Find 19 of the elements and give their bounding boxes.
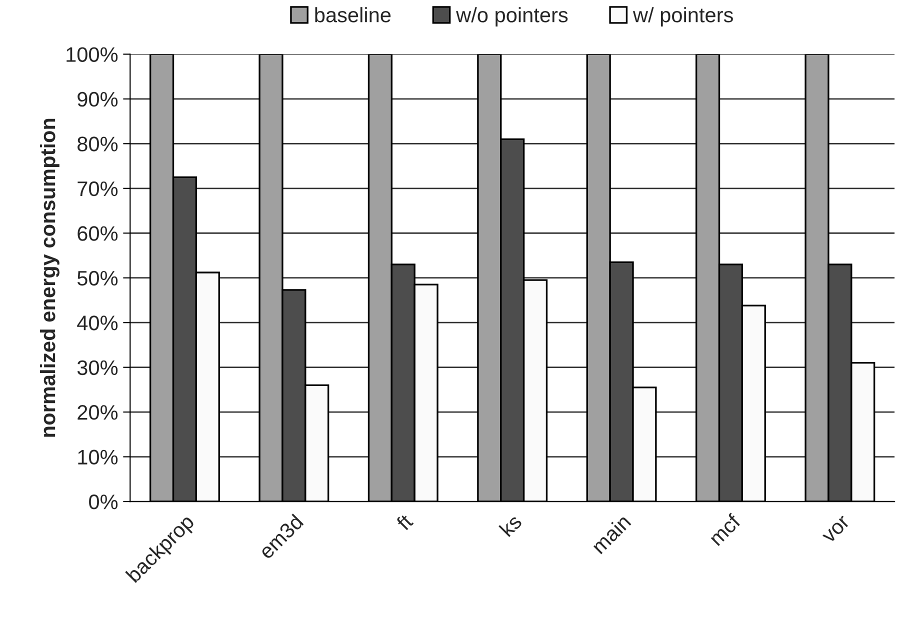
- y-tick-label: 50%: [77, 270, 118, 286]
- y-tick-label: 20%: [78, 405, 118, 420]
- legend-label: baseline: [315, 7, 391, 22]
- x-tick-label: ks: [498, 513, 523, 538]
- x-tick-label: mcf: [708, 512, 742, 546]
- y-tick-label: 40%: [77, 316, 118, 330]
- y-axis-title: normalized energy consumption: [40, 118, 60, 437]
- legend-label: w/ pointers: [632, 7, 733, 27]
- legend-label: w/o pointers: [456, 7, 568, 27]
- y-tick-label: 60%: [78, 226, 118, 241]
- y-tick-label: 100%: [66, 47, 118, 62]
- y-tick-label: 70%: [78, 181, 118, 196]
- y-tick-label: 10%: [78, 450, 118, 465]
- y-tick-label: 0%: [89, 494, 118, 510]
- y-tick-label: 80%: [78, 136, 118, 152]
- y-tick-label: 30%: [77, 360, 118, 376]
- x-tick-label: ft: [395, 512, 414, 532]
- x-tick-label: vor: [822, 516, 851, 544]
- y-tick-label: 90%: [78, 92, 118, 107]
